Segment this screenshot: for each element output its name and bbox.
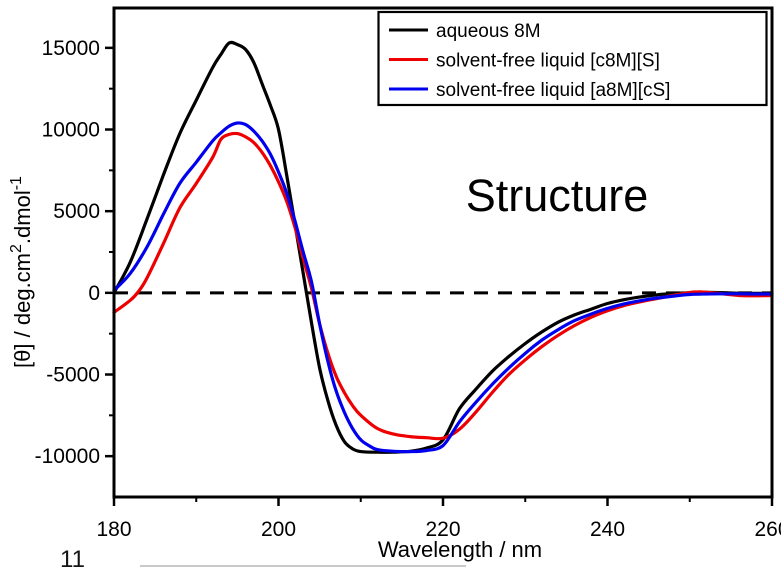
y-tick-label: 0 <box>88 282 100 305</box>
cropped-rule-fragment <box>140 565 466 567</box>
legend-box <box>377 10 768 107</box>
legend: aqueous 8M solvent-free liquid [c8M][S] … <box>377 10 768 107</box>
y-tick-label: 15000 <box>42 37 100 60</box>
page-number-fragment: 11 <box>60 546 85 568</box>
x-tick-label: 220 <box>425 518 460 541</box>
y-tick-label: 10000 <box>42 119 100 142</box>
y-tick-label: 5000 <box>53 200 100 223</box>
y-axis-title: [θ] / deg.cm2.dmol-1 <box>8 176 35 368</box>
y-tick-label: -10000 <box>35 445 100 468</box>
curve-solvent-free-liquid-c8m-s- <box>112 131 774 441</box>
legend-label-a8m-cs: solvent-free liquid [a8M][cS] <box>436 80 670 101</box>
y-axis-title-mid: .dmol <box>10 190 35 244</box>
x-tick-label: 180 <box>96 518 131 541</box>
axis-tick-labels: 180 200 220 240 260 -10000 -5000 0 5000 10000 1500… <box>35 37 781 541</box>
x-tick-label: 200 <box>261 518 296 541</box>
x-tick-label: 240 <box>590 518 625 541</box>
x-tick-label: 260 <box>754 518 781 541</box>
axis-ticks <box>105 46 774 506</box>
curve-solvent-free-liquid-a8m-cs- <box>112 121 774 454</box>
y-axis-title-sup-2: 2 <box>8 244 25 253</box>
curve-aqueous-8m <box>112 40 774 454</box>
y-axis-title-sup-minus1: -1 <box>8 176 25 190</box>
structure-annotation: Structure <box>466 170 649 221</box>
legend-label-aqueous: aqueous 8M <box>436 21 541 42</box>
y-tick-label: -5000 <box>46 364 100 387</box>
legend-label-c8m-s: solvent-free liquid [c8M][S] <box>436 51 660 72</box>
data-curves <box>112 40 774 454</box>
x-axis-title: Wavelength / nm <box>378 537 542 562</box>
y-axis-title-base: [θ] / deg.cm <box>10 253 35 368</box>
